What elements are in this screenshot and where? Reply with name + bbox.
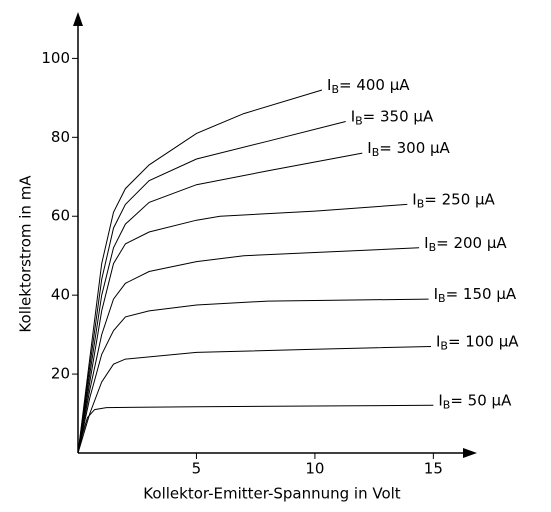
legend-label: IB= 350 µA bbox=[351, 107, 434, 128]
legend-label: IB= 250 µA bbox=[412, 190, 495, 211]
curve bbox=[77, 152, 363, 454]
curve bbox=[77, 346, 432, 454]
curve bbox=[77, 298, 429, 454]
x-tick-label: 10 bbox=[305, 460, 324, 478]
y-tick-label: 80 bbox=[51, 128, 70, 146]
x-axis-arrow bbox=[463, 448, 477, 458]
y-tick-label: 60 bbox=[51, 207, 70, 225]
legend-label: IB= 50 µA bbox=[438, 391, 512, 412]
x-axis-label: Kollektor-Emitter-Spannung in Volt bbox=[143, 485, 400, 503]
y-tick-label: 40 bbox=[51, 286, 70, 304]
x-tick-label: 15 bbox=[424, 460, 443, 478]
x-tick-label: 5 bbox=[192, 460, 202, 478]
y-tick-label: 20 bbox=[51, 365, 70, 383]
curve bbox=[77, 89, 323, 454]
legend-label: IB= 200 µA bbox=[424, 233, 507, 254]
legend-label: IB= 300 µA bbox=[367, 139, 450, 160]
y-axis-label: Kollektorstrom in mA bbox=[17, 175, 35, 333]
y-tick-label: 100 bbox=[41, 49, 70, 67]
legend-label: IB= 400 µA bbox=[327, 75, 410, 96]
y-axis-arrow bbox=[73, 12, 83, 26]
curve bbox=[77, 203, 408, 454]
legend-label: IB= 100 µA bbox=[436, 332, 519, 353]
legend-label: IB= 150 µA bbox=[434, 285, 517, 306]
curve bbox=[77, 404, 434, 454]
curve bbox=[77, 121, 346, 454]
curve bbox=[77, 247, 420, 454]
